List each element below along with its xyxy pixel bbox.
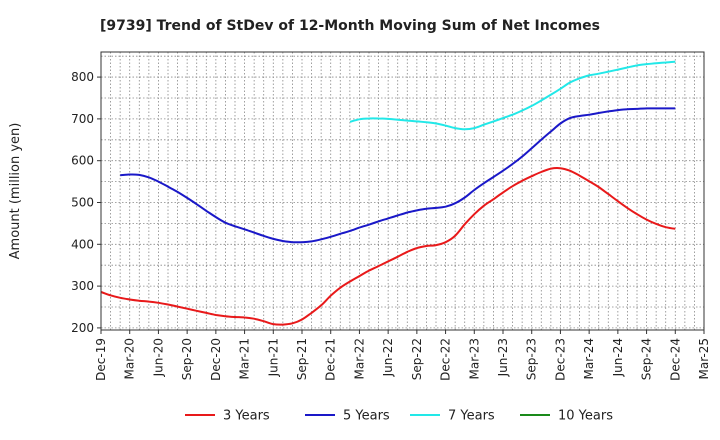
grid-lines: [101, 52, 704, 330]
x-tick-label: Mar-24: [582, 338, 596, 379]
x-tick-label: Dec-23: [553, 338, 567, 381]
series-line-3: [349, 60, 676, 131]
x-tick-label: Jun-20: [151, 338, 165, 377]
chart-title: [9739] Trend of StDev of 12-Month Moving…: [100, 18, 600, 34]
x-tick-label: Mar-25: [697, 338, 711, 379]
y-tick-label: 500: [71, 195, 94, 209]
y-tick-label: 200: [71, 321, 94, 335]
legend-item: 3 Years: [185, 409, 270, 424]
x-tick-label: Sep-21: [295, 338, 309, 380]
y-tick-label: 600: [71, 154, 94, 168]
y-tick-label: 700: [71, 112, 94, 126]
x-tick-label: Mar-21: [238, 338, 252, 379]
x-tick-label: Dec-20: [209, 338, 223, 381]
x-tick-label: Jun-21: [266, 338, 280, 377]
y-axis-label: Amount (million yen): [8, 123, 23, 260]
y-tick-label: 400: [71, 237, 94, 251]
series-line-1: [100, 167, 676, 326]
legend-label: 10 Years: [558, 409, 613, 424]
plot-area-frame: [100, 51, 705, 331]
x-tick-label: Dec-24: [668, 338, 682, 381]
x-tick-label: Dec-19: [94, 338, 108, 381]
x-tick-label: Mar-20: [123, 338, 137, 379]
x-tick-label: Sep-23: [525, 338, 539, 380]
x-tick-label: Mar-23: [467, 338, 481, 379]
x-tick-label: Dec-22: [439, 338, 453, 381]
legend-label: 3 Years: [223, 409, 270, 424]
y-axis-ticks: 200 300 400 500 600 700 800: [71, 70, 101, 335]
legend-item: 10 Years: [520, 409, 613, 424]
series-line-2: [120, 107, 676, 244]
x-tick-label: Sep-24: [640, 338, 654, 380]
x-tick-label: Jun-22: [381, 338, 395, 377]
series-lines: [100, 60, 676, 326]
x-tick-label: Sep-22: [410, 338, 424, 380]
legend-item: 7 Years: [410, 409, 495, 424]
x-axis-ticks: Dec-19 Mar-20 Jun-20 Sep-20 Dec-20 Mar-21 Jun-…: [94, 330, 711, 381]
legend-item: 5 Years: [305, 409, 390, 424]
legend-label: 5 Years: [343, 409, 390, 424]
legend-label: 7 Years: [448, 409, 495, 424]
x-tick-label: Sep-20: [180, 338, 194, 380]
x-tick-label: Mar-22: [352, 338, 366, 379]
y-tick-label: 800: [71, 70, 94, 84]
legend: 3 Years 5 Years 7 Years 10 Years: [185, 409, 613, 424]
x-tick-label: Jun-24: [611, 338, 625, 377]
x-tick-label: Dec-21: [324, 338, 338, 381]
x-tick-label: Jun-23: [496, 338, 510, 377]
y-tick-label: 300: [71, 279, 94, 293]
